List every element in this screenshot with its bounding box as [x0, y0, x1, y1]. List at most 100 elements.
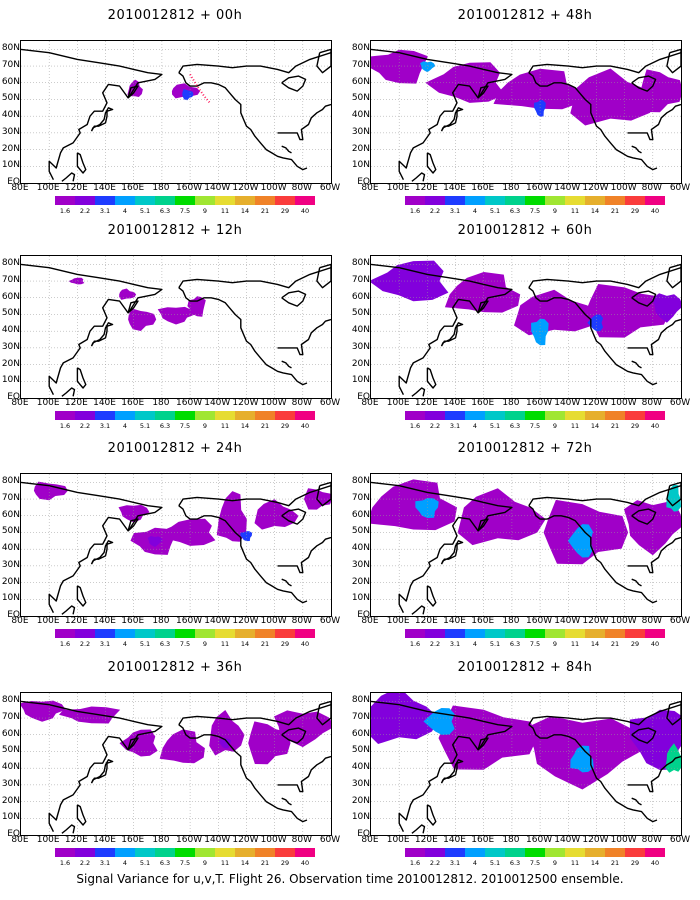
coastline	[666, 700, 681, 726]
colorbar-label: 6.3	[509, 640, 521, 648]
variance-region	[570, 745, 594, 773]
colorbar-swatch	[405, 848, 425, 857]
y-tick-label: 60N	[351, 76, 370, 87]
map-canvas	[21, 41, 331, 183]
x-tick-label: 100W	[610, 835, 637, 845]
y-tick-label: 80N	[351, 258, 370, 269]
map-panel: 2010012812 + 24h 80N 70N 60N 50N 40N 30N 20N 10N…	[0, 433, 340, 658]
coastline	[178, 52, 331, 74]
y-tick-label: 40N	[351, 325, 370, 336]
x-tick-label: 120E	[414, 398, 438, 408]
colorbar-label: 3.1	[99, 207, 111, 215]
colorbar-swatch	[585, 848, 605, 857]
x-tick-label: 100E	[386, 616, 410, 626]
colorbar-label: 14	[590, 207, 600, 215]
panel-title: 2010012812 + 84h	[457, 660, 593, 675]
colorbar-swatch	[645, 196, 665, 205]
x-tick-label: 100E	[36, 616, 60, 626]
x-tick-label: 120W	[582, 398, 609, 408]
colorbar-label: 7.5	[179, 859, 191, 867]
y-tick-label: 10N	[351, 160, 370, 171]
x-tick-label: 100W	[260, 835, 287, 845]
colorbar-swatch	[565, 196, 585, 205]
colorbar-label: 5.1	[139, 859, 151, 867]
colorbar-swatch	[55, 848, 75, 857]
colorbar-label: 29	[630, 859, 640, 867]
x-tick-label: 180	[502, 835, 520, 845]
colorbar-label: 21	[610, 859, 620, 867]
y-tick-label: 80N	[1, 695, 20, 706]
colorbar	[55, 629, 315, 638]
colorbar-swatch	[445, 196, 465, 205]
y-tick-label: 30N	[351, 126, 370, 137]
variance-map	[370, 692, 682, 836]
x-tick-label: 120W	[232, 398, 259, 408]
coastline	[528, 724, 658, 823]
colorbar-swatch	[155, 848, 175, 857]
colorbar-label: 9	[202, 640, 208, 648]
colorbar-swatch	[115, 848, 135, 857]
colorbar-label: 14	[590, 422, 600, 430]
colorbar-label: 2.2	[79, 422, 91, 430]
x-tick-label: 120W	[232, 835, 259, 845]
coastline	[21, 263, 163, 396]
colorbar-label: 9	[552, 422, 558, 430]
coastline	[631, 578, 642, 587]
coastline	[281, 360, 292, 369]
x-tick-label: 160W	[526, 183, 553, 193]
colorbar-label: 2.2	[429, 207, 441, 215]
y-tick-label: 40N	[351, 110, 370, 121]
colorbar-swatch	[425, 848, 445, 857]
coastline	[21, 48, 163, 181]
colorbar-swatch	[235, 629, 255, 638]
colorbar-swatch	[645, 411, 665, 420]
colorbar	[55, 196, 315, 205]
colorbar-swatch	[425, 411, 445, 420]
colorbar-label: 14	[240, 207, 250, 215]
colorbar-labels: 1.6 2.2 3.1 4 5.1 6.3 7.5 9 11 14 21 29 40	[55, 422, 315, 431]
x-tick-label: 120W	[582, 835, 609, 845]
colorbar-label: 29	[280, 640, 290, 648]
colorbar-swatch	[525, 848, 545, 857]
colorbar-swatch	[155, 629, 175, 638]
y-tick-label: 10N	[1, 812, 20, 823]
colorbar-swatch	[485, 629, 505, 638]
colorbar-label: 4	[472, 859, 478, 867]
colorbar-swatch	[405, 196, 425, 205]
colorbar-label: 14	[590, 640, 600, 648]
coastline	[178, 505, 308, 604]
x-tick-label: 160E	[471, 398, 495, 408]
x-tick-label: 160E	[121, 183, 145, 193]
y-tick-label: 20N	[351, 358, 370, 369]
colorbar-swatch	[255, 629, 275, 638]
y-tick-label: 30N	[1, 341, 20, 352]
colorbar-label: 1.6	[409, 207, 421, 215]
colorbar-swatch	[235, 411, 255, 420]
colorbar-label: 14	[240, 422, 250, 430]
colorbar-swatch	[75, 411, 95, 420]
colorbar-label: 11	[570, 422, 580, 430]
y-tick-label: 70N	[351, 60, 370, 71]
colorbar-label: 9	[202, 422, 208, 430]
y-tick-label: 50N	[351, 526, 370, 537]
coastline	[411, 824, 426, 834]
colorbar-label: 4	[122, 207, 128, 215]
colorbar-label: 4	[472, 207, 478, 215]
colorbar-labels: 1.6 2.2 3.1 4 5.1 6.3 7.5 9 11 14 21 29 40	[55, 859, 315, 868]
colorbar-swatch	[485, 848, 505, 857]
x-tick-label: 80W	[641, 398, 662, 408]
colorbar-label: 3.1	[449, 207, 461, 215]
colorbar-label: 7.5	[529, 640, 541, 648]
colorbar-swatch	[545, 196, 565, 205]
colorbar-swatch	[605, 196, 625, 205]
y-tick-label: 10N	[351, 593, 370, 604]
colorbar-swatch	[95, 411, 115, 420]
colorbar-label: 5.1	[489, 207, 501, 215]
y-tick-label: EQ	[357, 829, 370, 839]
variance-region	[128, 308, 157, 331]
x-tick-label: 180	[502, 616, 520, 626]
y-tick-label: 40N	[1, 762, 20, 773]
y-tick-label: 10N	[1, 593, 20, 604]
x-tick-label: 80W	[291, 835, 312, 845]
coastline	[528, 287, 658, 386]
